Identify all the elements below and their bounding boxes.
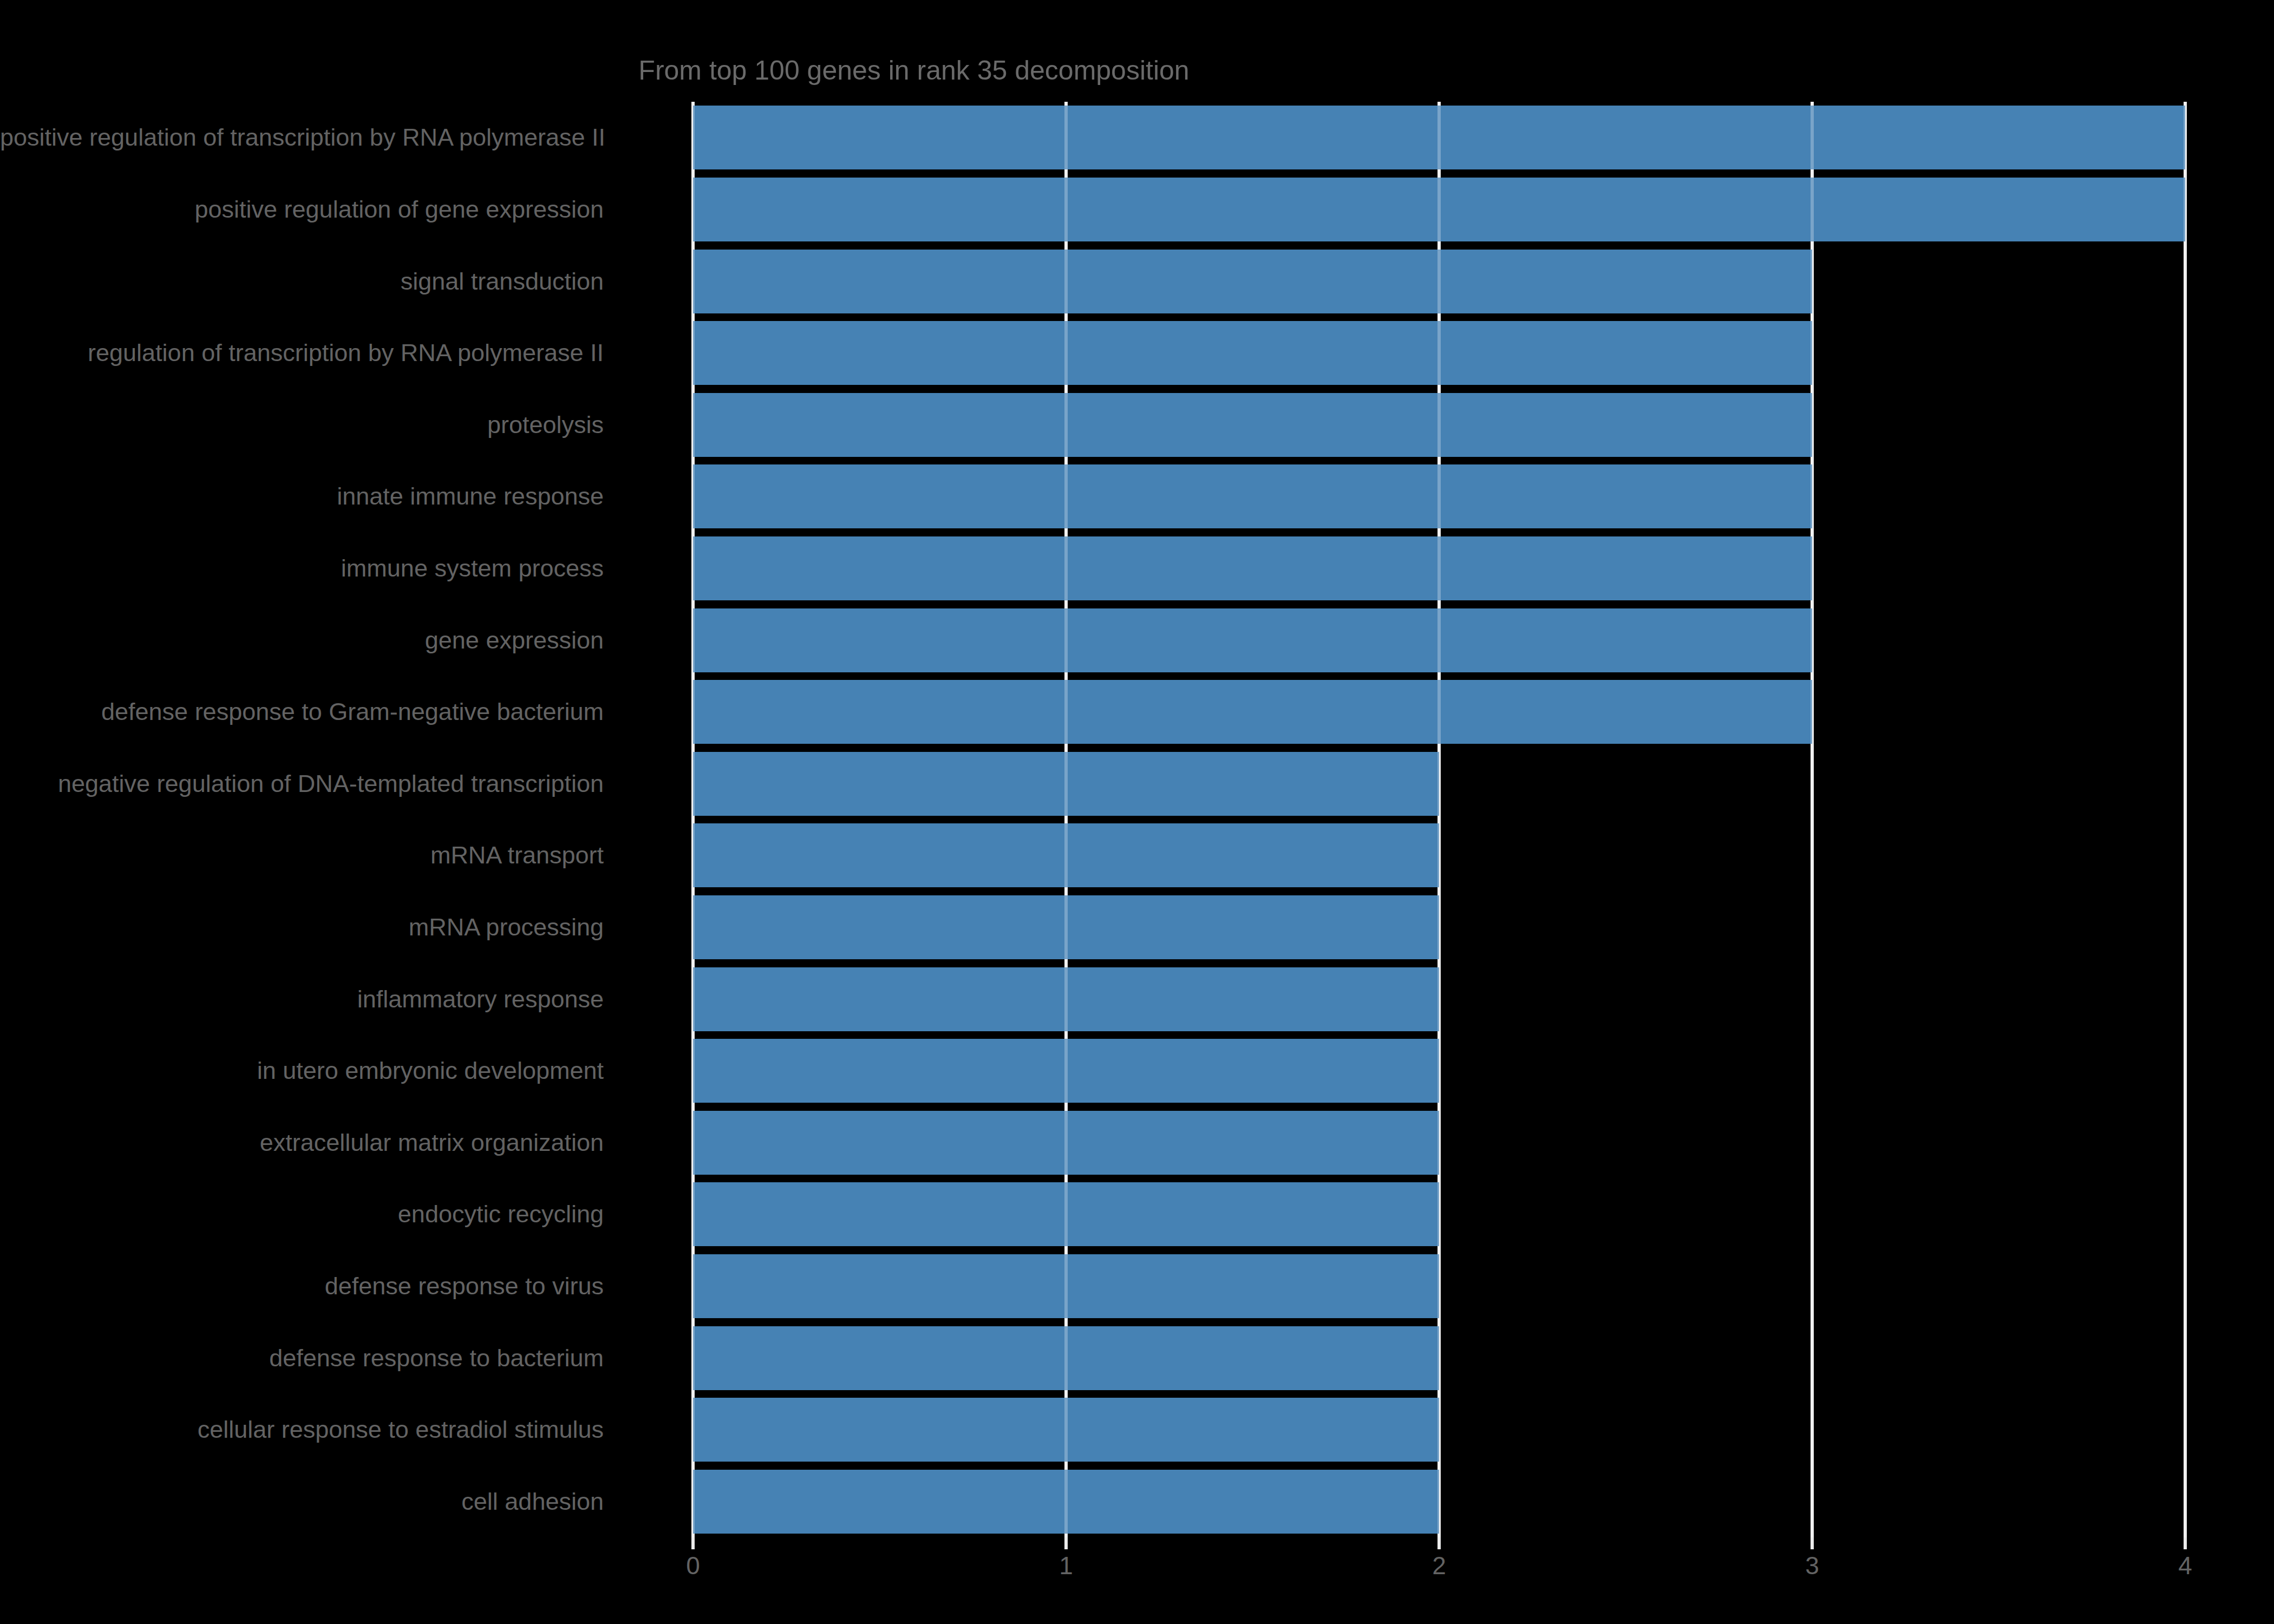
- y-tick-label: gene expression: [0, 624, 604, 657]
- x-tick-label: 4: [2131, 1551, 2239, 1580]
- x-tick-mark: [1437, 1537, 1441, 1549]
- bar: [693, 321, 1812, 385]
- gridline-overlay: [1437, 102, 1441, 1537]
- y-tick-label: mRNA transport: [0, 839, 604, 872]
- y-tick-label: cell adhesion: [0, 1485, 604, 1518]
- bar: [693, 464, 1812, 528]
- y-tick-label: defense response to Gram-negative bacter…: [0, 696, 604, 728]
- y-tick-label: endocytic recycling: [0, 1198, 604, 1230]
- bar: [693, 393, 1812, 457]
- x-tick-label: 2: [1385, 1551, 1493, 1580]
- x-tick-label: 3: [1758, 1551, 1866, 1580]
- y-tick-label: defense response to bacterium: [0, 1342, 604, 1374]
- x-tick-mark: [691, 1537, 695, 1549]
- y-tick-label: immune system process: [0, 552, 604, 585]
- gridline-overlay: [1811, 102, 1814, 1537]
- x-tick-mark: [1811, 1537, 1814, 1549]
- plot-area: [693, 102, 2185, 1537]
- gridline-overlay: [1064, 102, 1068, 1537]
- y-tick-label: positive regulation of gene expression: [0, 193, 604, 226]
- y-tick-label: negative regulation of DNA-templated tra…: [0, 768, 604, 800]
- y-tick-label: extracellular matrix organization: [0, 1127, 604, 1159]
- bar: [693, 608, 1812, 672]
- x-tick-mark: [2184, 1537, 2187, 1549]
- x-tick-label: 1: [1012, 1551, 1120, 1580]
- y-tick-label: signal transduction: [0, 265, 604, 298]
- y-tick-label: regulation of transcription by RNA polym…: [0, 337, 604, 369]
- x-tick-mark: [1064, 1537, 1068, 1549]
- y-tick-label: in utero embryonic development: [0, 1055, 604, 1087]
- y-tick-label: inflammatory response: [0, 983, 604, 1016]
- y-tick-label: innate immune response: [0, 480, 604, 513]
- bar: [693, 250, 1812, 313]
- bar: [693, 536, 1812, 600]
- gridline-overlay: [2184, 102, 2187, 1537]
- chart-title: From top 100 genes in rank 35 decomposit…: [0, 54, 1828, 87]
- bar: [693, 680, 1812, 744]
- gridline-overlay: [691, 102, 695, 1537]
- x-tick-label: 0: [639, 1551, 747, 1580]
- bar-chart-figure: From top 100 genes in rank 35 decomposit…: [0, 0, 2274, 1624]
- y-tick-label: defense response to virus: [0, 1270, 604, 1302]
- y-tick-label: positive regulation of transcription by …: [0, 121, 604, 154]
- y-tick-label: mRNA processing: [0, 911, 604, 944]
- y-tick-label: proteolysis: [0, 409, 604, 441]
- y-tick-label: cellular response to estradiol stimulus: [0, 1413, 604, 1446]
